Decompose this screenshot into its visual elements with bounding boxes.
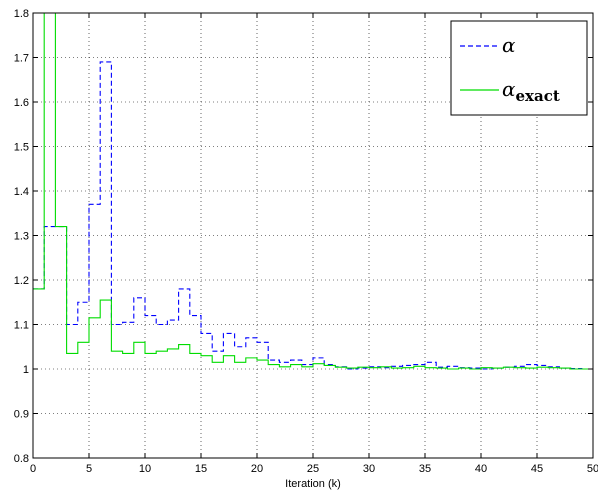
y-tick-label: 1.3 bbox=[14, 231, 29, 243]
x-axis-title: Iteration (k) bbox=[285, 478, 341, 490]
x-tick-label: 5 bbox=[86, 463, 92, 475]
tick-layer: 0 5 10 15 20 25 30 35 40 45 50 0.8 0.9 1 1.1 1.2 1.3 1.4 1… bbox=[14, 8, 598, 475]
y-tick-label: 1 bbox=[23, 364, 29, 376]
legend-symbol: α bbox=[502, 77, 516, 101]
series-alpha-exact-line bbox=[33, 13, 593, 370]
legend-label-alpha-exact: αexact bbox=[502, 77, 560, 105]
y-tick-label: 1.5 bbox=[14, 142, 29, 154]
x-tick-label: 15 bbox=[195, 463, 207, 475]
y-tick-label: 1.1 bbox=[14, 320, 29, 332]
x-tick-label: 45 bbox=[531, 463, 543, 475]
x-tick-label: 30 bbox=[363, 463, 375, 475]
y-tick-label: 1.4 bbox=[14, 186, 29, 198]
y-tick-label: 1.7 bbox=[14, 53, 29, 65]
x-tick-label: 25 bbox=[307, 463, 319, 475]
legend-box bbox=[450, 20, 588, 116]
y-tick-label: 0.8 bbox=[14, 453, 29, 465]
x-tick-label: 50 bbox=[587, 463, 598, 475]
x-tick-label: 20 bbox=[251, 463, 263, 475]
y-tick-label: 1.6 bbox=[14, 97, 29, 109]
x-tick-label: 0 bbox=[30, 463, 36, 475]
y-tick-label: 0.9 bbox=[14, 409, 29, 421]
series-layer bbox=[33, 13, 593, 370]
legend-label-alpha: α bbox=[502, 33, 516, 57]
x-tick-label: 35 bbox=[419, 463, 431, 475]
y-tick-label: 1.2 bbox=[14, 275, 29, 287]
legend-subscript: exact bbox=[516, 87, 560, 105]
y-tick-label: 1.8 bbox=[14, 8, 29, 20]
x-tick-label: 10 bbox=[139, 463, 151, 475]
legend-symbol: α bbox=[502, 33, 516, 57]
grid-layer bbox=[33, 13, 593, 458]
x-tick-label: 40 bbox=[475, 463, 487, 475]
